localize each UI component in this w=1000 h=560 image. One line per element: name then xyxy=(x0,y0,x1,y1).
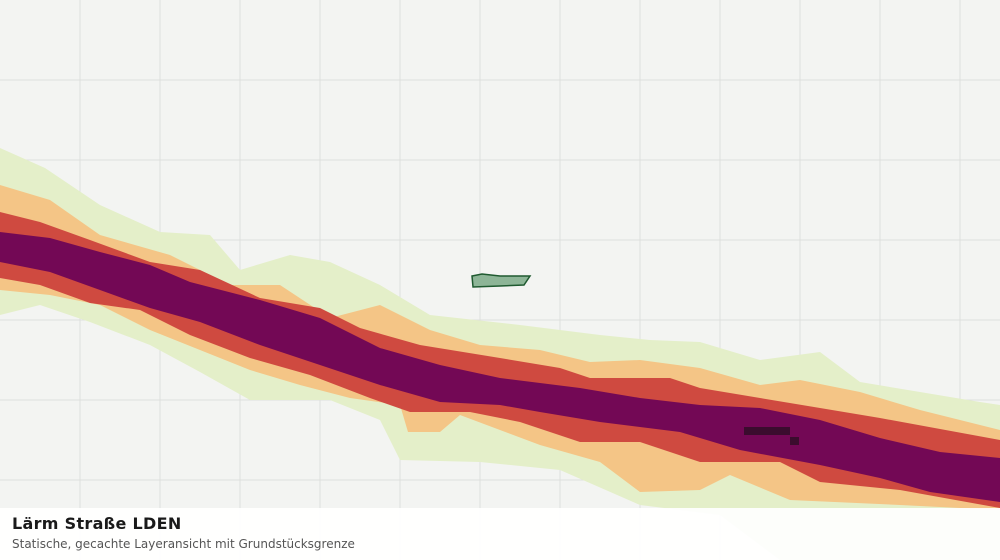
layer-title: Lärm Straße LDEN xyxy=(12,514,182,533)
parcel-boundary xyxy=(471,273,532,288)
noise-zone-peak xyxy=(744,427,790,435)
info-panel: Lärm Straße LDEN Statische, gecachte Lay… xyxy=(0,508,1000,560)
layer-subtitle: Statische, gecachte Layeransicht mit Gru… xyxy=(12,537,355,551)
noise-zone-peak xyxy=(790,437,799,445)
